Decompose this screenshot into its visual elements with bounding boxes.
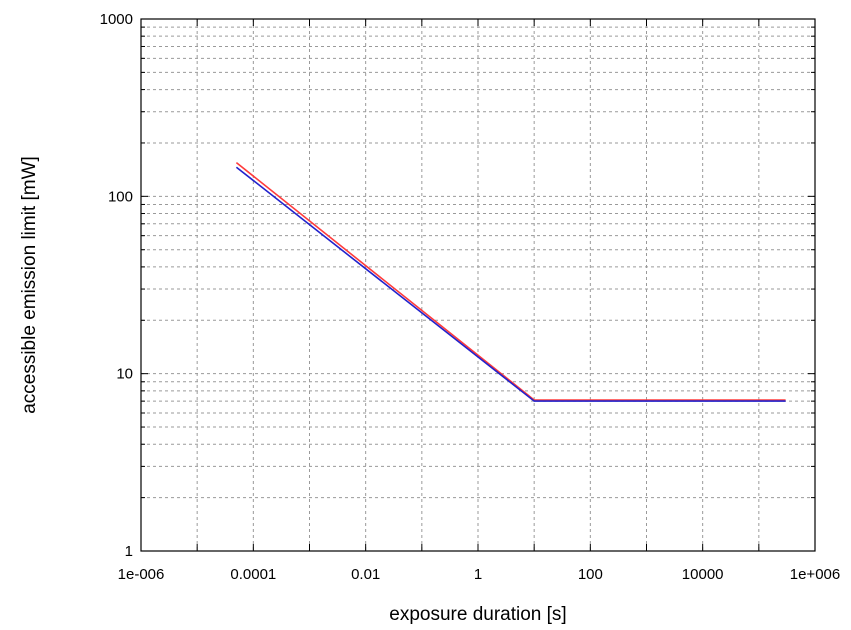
x-axis-label: exposure duration [s] xyxy=(389,604,566,625)
y-axis-label: accessible emission limit [mW] xyxy=(19,156,40,414)
x-tick-labels: 1e-006 0.0001 0.01 1 100 10000 1e+006 xyxy=(118,566,841,583)
x-tick-label: 100 xyxy=(578,566,603,583)
grid-lines xyxy=(141,19,815,551)
y-tick-label: 1000 xyxy=(100,11,133,28)
y-tick-label: 10 xyxy=(116,366,133,383)
series-layer xyxy=(235,161,786,402)
y-tick-label: 100 xyxy=(108,188,133,205)
x-tick-label: 0.01 xyxy=(351,566,380,583)
y-tick-labels: 1 10 100 1000 xyxy=(100,11,133,560)
x-tick-label: 1e-006 xyxy=(118,566,165,583)
x-tick-label: 0.0001 xyxy=(230,566,276,583)
x-tick-label: 10000 xyxy=(682,566,724,583)
x-tick-label: 1 xyxy=(474,566,482,583)
tick-marks xyxy=(140,19,816,552)
x-tick-label: 1e+006 xyxy=(790,566,840,583)
y-tick-label: 1 xyxy=(125,543,133,560)
series-line-2 xyxy=(235,166,786,402)
series-line-1 xyxy=(235,161,786,401)
